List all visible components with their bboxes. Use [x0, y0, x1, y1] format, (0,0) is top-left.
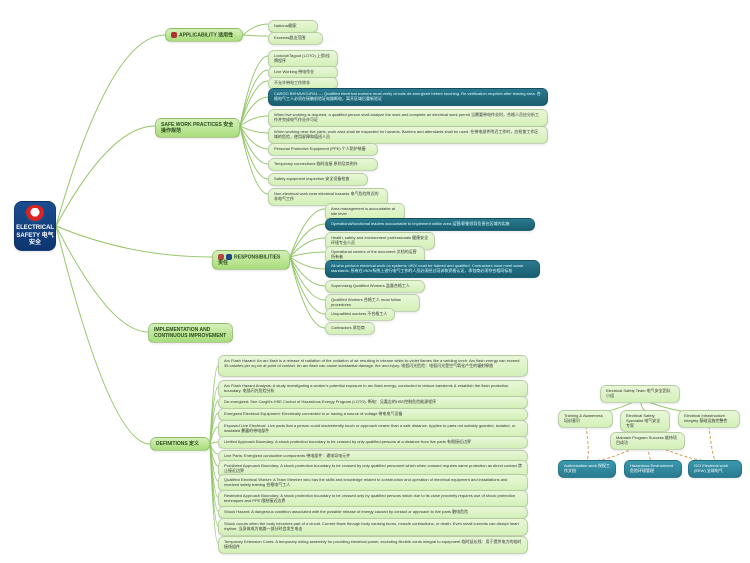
leaf-l2e[interactable]: When live working is required, a qualifi… — [268, 109, 548, 127]
branch-label: APPLICABILITY 适用性 — [179, 32, 233, 38]
leaf-text: When live working is required, a qualifi… — [274, 112, 539, 122]
leaf-r7[interactable]: Hazardous Environment 危险环境管理 — [624, 460, 682, 478]
branch-label: SAFE WORK PRACTICES 安全操作规范 — [161, 122, 233, 134]
leaf-l1a[interactable]: National國家 — [268, 20, 318, 33]
leaf-d2[interactable]: Arc Flash Hazard Analysis: A study inves… — [218, 380, 528, 398]
leaf-text: Electrical Infrastructure Integrity 基础设施… — [684, 413, 727, 423]
leaf-d4[interactable]: Energized Electrical Equipment: Electric… — [218, 408, 528, 421]
leaf-l2a[interactable]: Lockout/Tagout (LOTO) 上锁/挂牌程序 — [268, 50, 338, 68]
leaf-r6[interactable]: Authorization work 授权工作文档 — [558, 460, 616, 478]
leaf-text: 不允许带电工作除非 — [274, 80, 310, 85]
leaf-r8[interactable]: GCI Electrical work (EEW) 全球电气 — [688, 460, 742, 478]
leaf-text: Qualified Workers 合格工人 must follow proce… — [331, 297, 401, 307]
leaf-text: GCI Electrical work (EEW) 全球电气 — [694, 463, 728, 473]
leaf-text: When working near live parts, work area … — [274, 129, 538, 139]
leaf-l2i[interactable]: Safety equipment inspection 安全设备检查 — [268, 173, 368, 186]
leaf-text: Contractors 承包商 — [331, 325, 365, 330]
leaf-text: Exceeds超出范围 — [274, 35, 305, 40]
leaf-text: Arc Flash Hazard: An arc flash is a rele… — [224, 358, 519, 368]
leaf-r2[interactable]: Training & Awareness 培训意识 — [558, 410, 613, 428]
leaf-text: Health, safety and environment professio… — [331, 235, 428, 245]
leaf-d3[interactable]: De-energized: See Cargill's HSE Control … — [218, 396, 528, 409]
leaf-text: Authorization work 授权工作文档 — [564, 463, 610, 473]
leaf-text: Shock occurs when the body becomes part … — [224, 521, 519, 531]
leaf-text: Electrical Safety Specialist 电气安全专家 — [626, 413, 660, 428]
leaf-text: CARGO BEHAVIOURAL — Qualified electrical… — [274, 91, 541, 101]
leaf-text: Live Parts: Energized conductive compone… — [224, 453, 350, 458]
leaf-text: Safety equipment inspection 安全设备检查 — [274, 176, 349, 181]
leaf-l2h[interactable]: Temporary connections 临时连接 原则及其例外 — [268, 158, 378, 171]
branch-b5[interactable]: DEFINITIONS 定义 — [150, 437, 210, 451]
root-title: ELECTRICAL SAFETY 电气安全 — [16, 225, 54, 247]
leaf-text: Restricted Approach Boundary: A shock pr… — [224, 493, 515, 503]
leaf-text: Non-electrical work near electrical haza… — [274, 191, 378, 201]
leaf-text: Temporary Extension Cords: A temporary w… — [224, 539, 521, 549]
leaf-text: Training & Awareness 培训意识 — [564, 413, 603, 423]
leaf-d1[interactable]: Arc Flash Hazard: An arc flash is a rele… — [218, 355, 528, 377]
leaf-text: Energized Electrical Equipment: Electric… — [224, 411, 403, 416]
leaf-d13[interactable]: Temporary Extension Cords: A temporary w… — [218, 536, 528, 554]
leaf-r4[interactable]: Electrical Infrastructure Integrity 基础设施… — [678, 410, 740, 428]
logo-icon — [25, 205, 45, 223]
leaf-text: Limited Approach Boundary: A shock prote… — [224, 439, 471, 444]
leaf-d11[interactable]: Shock Hazard: A dangerous condition asso… — [218, 506, 528, 519]
leaf-text: Qualified Electrical Worker: A Team Memb… — [224, 477, 507, 487]
leaf-text: Area management is accountable at site l… — [331, 206, 395, 216]
leaf-d12[interactable]: Shock occurs when the body becomes part … — [218, 518, 528, 536]
branch-b3[interactable]: RESPONSIBILITIES 责任 — [212, 250, 290, 270]
leaf-r3[interactable]: Electrical Safety Specialist 电气安全专家 — [620, 410, 670, 432]
branch-b1[interactable]: APPLICABILITY 适用性 — [165, 28, 243, 42]
leaf-l2d[interactable]: CARGO BEHAVIOURAL — Qualified electrical… — [268, 88, 548, 106]
leaf-l3b[interactable]: Operational/functional leaders accountab… — [325, 218, 535, 231]
leaf-text: All who perform electrical work on syste… — [331, 263, 523, 273]
leaf-l3h[interactable]: Unqualified workers 不合格工人 — [325, 308, 395, 321]
crest-icon — [171, 32, 177, 38]
leaf-l1b[interactable]: Exceeds超出范围 — [268, 32, 323, 45]
leaf-text: National國家 — [274, 23, 297, 28]
branch-b2[interactable]: SAFE WORK PRACTICES 安全操作规范 — [155, 118, 240, 138]
leaf-text: Exposed Live Electrical: Live parts that… — [224, 423, 515, 433]
leaf-l3i[interactable]: Contractors 承包商 — [325, 322, 375, 335]
branch-label: IMPLEMENTATION AND CONTINUOUS IMPROVEMEN… — [154, 327, 226, 339]
leaf-text: Arc Flash Hazard Analysis: A study inves… — [224, 383, 508, 393]
leaf-text: Unqualified workers 不合格工人 — [331, 311, 387, 316]
leaf-text: De-energized: See Cargill's HSE Control … — [224, 399, 436, 404]
leaf-text: Live Working 带电作业 — [274, 69, 314, 74]
leaf-l3e[interactable]: All who perform electrical work on syste… — [325, 260, 540, 278]
leaf-r1[interactable]: Electrical Safety Team 电气安全团队小组 — [600, 385, 680, 403]
branch-b4[interactable]: IMPLEMENTATION AND CONTINUOUS IMPROVEMEN… — [148, 323, 233, 343]
leaf-text: Personal Protective Equipment (PPE) 个人防护… — [274, 146, 366, 151]
leaf-l2f[interactable]: When working near live parts, work area … — [268, 126, 548, 144]
leaf-text: Electrical Safety Team 电气安全团队小组 — [606, 388, 671, 398]
leaf-text: Shock Hazard: A dangerous condition asso… — [224, 509, 468, 514]
leaf-text: Operational owners of the document 文档的运营… — [331, 249, 417, 259]
leaf-text: Prohibited Approach Boundary: A shock pr… — [224, 463, 522, 473]
leaf-text: Hazardous Environment 危险环境管理 — [630, 463, 673, 473]
leaf-text: Operational/functional leaders accountab… — [331, 221, 510, 226]
leaf-text: Lockout/Tagout (LOTO) 上锁/挂牌程序 — [274, 53, 330, 63]
leaf-l3f[interactable]: Supervising Qualified Workers 监督合格工人 — [325, 280, 425, 293]
leaf-d6[interactable]: Limited Approach Boundary: A shock prote… — [218, 436, 528, 449]
leaf-d5[interactable]: Exposed Live Electrical: Live parts that… — [218, 420, 528, 438]
branch-label: DEFINITIONS 定义 — [156, 441, 199, 447]
leaf-d10[interactable]: Restricted Approach Boundary: A shock pr… — [218, 490, 528, 508]
root-node[interactable]: ELECTRICAL SAFETY 电气安全 — [14, 201, 56, 251]
leaf-r5[interactable]: Maintain Program Success 维持项目成功 — [610, 432, 685, 450]
leaf-text: Temporary connections 临时连接 原则及其例外 — [274, 161, 358, 166]
leaf-d9[interactable]: Qualified Electrical Worker: A Team Memb… — [218, 474, 528, 492]
leaf-text: Supervising Qualified Workers 监督合格工人 — [331, 283, 410, 288]
leaf-text: Maintain Program Success 维持项目成功 — [616, 435, 677, 445]
leaf-l2g[interactable]: Personal Protective Equipment (PPE) 个人防护… — [268, 143, 378, 156]
